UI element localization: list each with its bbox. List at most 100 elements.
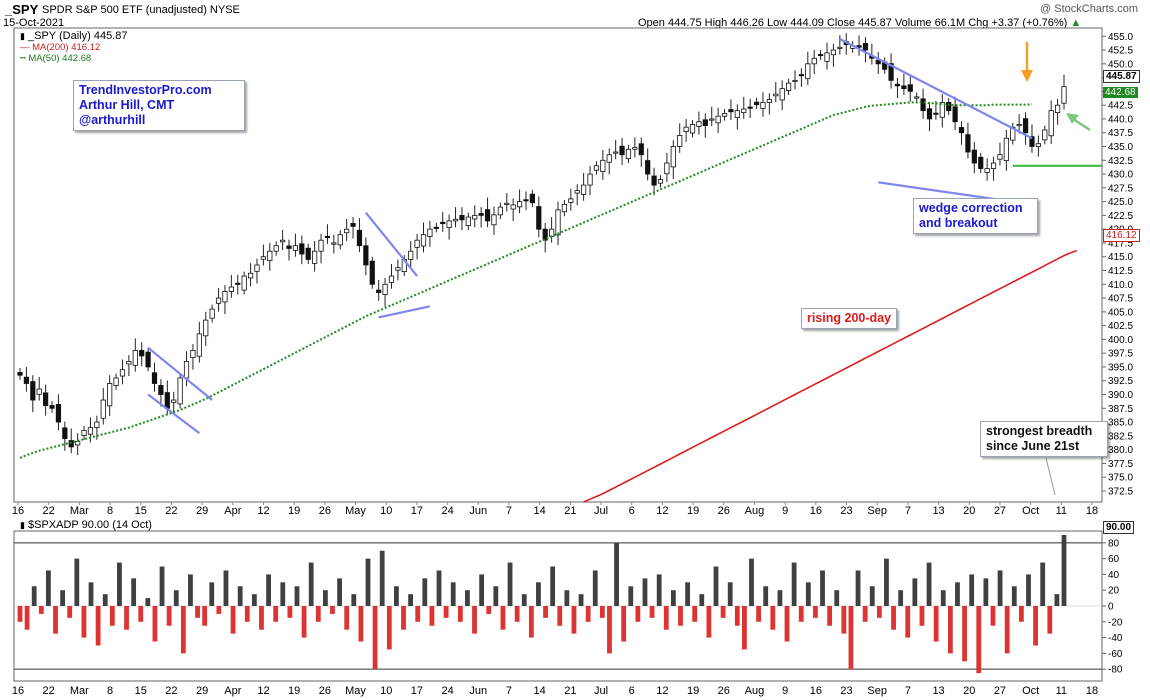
ind-bar: [450, 582, 456, 606]
price-candle: [830, 49, 837, 56]
price-candle: [119, 369, 126, 377]
ind-bar: [869, 586, 875, 606]
ma200-line: [583, 249, 1078, 503]
ind-bar: [95, 606, 101, 646]
ind-bar: [891, 606, 896, 630]
price-candle: [344, 228, 350, 234]
price-candle: [126, 361, 132, 365]
ind-bar: [621, 606, 627, 642]
price-candle: [241, 275, 247, 291]
price-candle: [324, 235, 331, 238]
price-candle: [183, 361, 190, 379]
x-tick-label: 11: [1056, 685, 1067, 697]
y-tick-label: 425.0: [1108, 197, 1133, 208]
price-candle: [766, 99, 772, 103]
ind-y-tick-label: 60: [1108, 554, 1120, 565]
x-tick-label: Jun: [469, 685, 487, 697]
price-candle: [907, 84, 913, 92]
y-tick-label: 402.5: [1108, 321, 1133, 332]
price-candle: [536, 206, 542, 230]
price-candle: [350, 222, 356, 227]
price-candle: [420, 234, 427, 247]
ind-bar: [443, 606, 449, 618]
ind-bar: [280, 582, 286, 606]
ind-bar: [841, 606, 847, 634]
x-tick-label: Apr: [224, 505, 241, 517]
ind-bar: [720, 606, 726, 618]
price-candle: [190, 350, 196, 358]
price-candle: [952, 106, 958, 123]
price-candle: [151, 372, 158, 384]
price-candle: [484, 209, 491, 222]
y-tick-label: 395.0: [1108, 362, 1133, 373]
ind-bar: [173, 590, 179, 606]
x-tick-label: 7: [506, 505, 512, 517]
price-candle: [728, 109, 734, 113]
wedge-line-1: wedge correction: [919, 201, 1023, 215]
ind-bar: [777, 590, 783, 606]
price-candle: [606, 154, 612, 163]
ind-bar: [749, 558, 754, 606]
ind-bar: [514, 606, 520, 622]
ind-bar: [379, 550, 385, 606]
price-candle: [472, 214, 478, 220]
ind-bar: [813, 606, 818, 618]
ind-bar: [124, 606, 129, 630]
price-candle: [312, 250, 318, 264]
ind-y-tick-label: 0: [1108, 602, 1114, 613]
wedge-1-lower: [147, 393, 200, 434]
price-candle: [510, 204, 516, 210]
ind-bar: [798, 606, 804, 622]
breadth-line-1: strongest breadth: [986, 424, 1093, 438]
ohlc-readout: Open 444.75 High 446.26 Low 444.09 Close…: [638, 17, 1082, 29]
ma200-legend: — MA(200) 416.12: [20, 42, 101, 53]
price-candle: [549, 228, 555, 237]
price-candle: [1048, 110, 1054, 137]
price-candle: [55, 404, 62, 423]
x-tick-label: 26: [718, 505, 730, 517]
price-candle: [1061, 86, 1067, 104]
x-tick-label: 29: [196, 505, 208, 517]
price-candle: [280, 239, 286, 243]
x-tick-label: 29: [196, 685, 208, 697]
ind-y-tick-label: -40: [1108, 633, 1123, 644]
price-candle: [260, 256, 266, 260]
ind-bar: [607, 606, 612, 654]
price-candle: [933, 112, 939, 115]
ind-bar: [493, 586, 499, 606]
bar-icon: ▮: [20, 520, 25, 530]
x-tick-label: Sep: [867, 505, 887, 517]
price-candle: [1029, 136, 1035, 147]
price-candle: [971, 149, 977, 164]
price-candle: [203, 319, 209, 337]
ind-y-tick-label: -20: [1108, 617, 1123, 628]
ind-bar: [763, 586, 769, 606]
price-candle: [965, 134, 971, 153]
ind-bar: [67, 606, 73, 618]
ind-bar: [358, 606, 364, 642]
ind-bar: [557, 606, 563, 626]
ind-bar: [230, 606, 236, 634]
ind-bar: [528, 606, 534, 638]
price-candle: [574, 190, 580, 194]
price-candle: [459, 214, 465, 221]
ind-bar: [500, 606, 506, 630]
x-tick-label: 18: [1086, 685, 1098, 697]
ind-bar: [117, 562, 122, 606]
green-arrow-head: [1066, 113, 1079, 124]
y-tick-label: 380.0: [1108, 445, 1133, 456]
price-panel-frame: [13, 27, 1103, 503]
price-candle: [638, 143, 644, 156]
price-candle: [958, 127, 965, 134]
x-tick-label: 10: [380, 685, 392, 697]
price-candle: [753, 101, 760, 106]
price-legend: ▮ _SPY (Daily) 445.87: [20, 30, 128, 42]
price-candle: [894, 83, 901, 87]
wedge-2-lower: [378, 305, 431, 319]
price-candle: [36, 388, 42, 395]
ind-bar: [337, 578, 342, 606]
y-tick-label: 412.5: [1108, 266, 1133, 277]
price-candle: [215, 297, 222, 304]
ind-bar: [564, 590, 570, 606]
y-tick-label: 417.5: [1108, 238, 1133, 249]
